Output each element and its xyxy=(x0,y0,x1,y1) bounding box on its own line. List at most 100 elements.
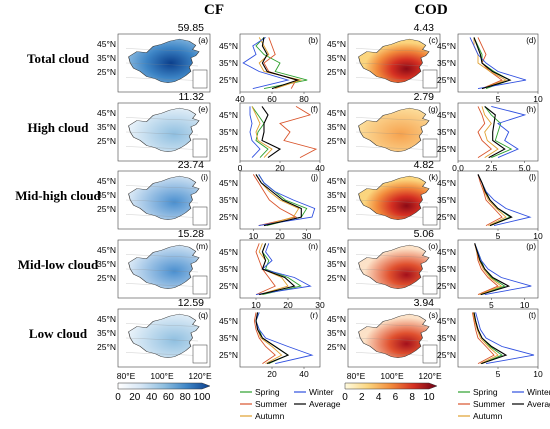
series-line-average xyxy=(255,312,290,365)
province-boundary xyxy=(355,254,429,258)
province-boundary xyxy=(355,323,429,327)
cf-colorbar: 0 20 40 60 80 100 xyxy=(115,382,211,403)
mean-value: 12.59 xyxy=(178,297,204,309)
row-4: Mid-low cloud 45°N 35°N 25°N (m) 15.28 45°N 35°… xyxy=(18,228,539,310)
colorbar-tick-label: 8 xyxy=(409,392,415,403)
mean-value: 59.85 xyxy=(178,22,204,34)
colorbar-tick-label: 2 xyxy=(359,392,365,403)
legend-label-autumn: Autumn xyxy=(473,411,503,421)
colorbar-tick-label: 4 xyxy=(376,392,382,403)
inset-box xyxy=(422,275,438,295)
lat-tick-label: 45°N xyxy=(97,39,116,49)
series-line-spring xyxy=(484,106,513,159)
series-line-average xyxy=(259,243,296,296)
province-boundary xyxy=(125,268,199,273)
lat-tick-label: 35°N xyxy=(327,259,346,269)
lat-tick-label: 45°N xyxy=(97,176,116,186)
series-line-average xyxy=(261,106,282,159)
series-line-summer xyxy=(279,106,318,158)
china-map-shape xyxy=(128,175,200,220)
x-tick-label: 5 xyxy=(496,231,501,241)
lat-tick-label: 25°N xyxy=(327,67,346,77)
lat-tick-label: 45°N xyxy=(219,316,238,326)
panel-letter: (g) xyxy=(428,105,438,114)
panel-letter: (h) xyxy=(526,105,536,114)
province-boundary xyxy=(355,62,429,67)
lat-tick-label: 45°N xyxy=(437,178,456,188)
province-boundary xyxy=(125,146,199,150)
province-boundary xyxy=(355,283,429,287)
x-tick-label: 0 xyxy=(238,163,243,173)
x-tick-label: 20 xyxy=(275,163,285,173)
province-boundary xyxy=(125,48,199,52)
lat-tick-label: 25°N xyxy=(97,342,116,352)
series-line-summer xyxy=(471,312,495,364)
series-line-winter xyxy=(475,312,535,365)
lat-tick-label: 25°N xyxy=(219,75,238,85)
mean-value: 23.74 xyxy=(178,159,204,171)
panel-grid: Total cloud 45°N 35°N 25°N (a) 59.85 45°N 35°N 2… xyxy=(15,22,543,381)
x-tick-label: 20 xyxy=(267,369,277,379)
lat-tick-label: 35°N xyxy=(219,333,238,343)
panel-letter: (o) xyxy=(428,242,438,251)
lat-tick-label: 45°N xyxy=(219,247,238,257)
series-line-average xyxy=(255,174,302,227)
series-line-average xyxy=(477,174,513,227)
legend: Spring Winter Summer Average Autumn Spring Win… xyxy=(240,387,550,421)
lat-tick-label: 35°N xyxy=(219,195,238,205)
mean-value: 4.82 xyxy=(414,159,435,171)
mean-value: 4.43 xyxy=(414,22,435,34)
inset-box xyxy=(192,69,208,89)
legend-label-winter: Winter xyxy=(527,387,550,397)
colorbar-tick-label: 100 xyxy=(194,392,211,403)
panel-letter: (c) xyxy=(429,36,439,45)
series-line-spring xyxy=(255,37,308,90)
panel-letter: (t) xyxy=(528,311,536,320)
series-line-average xyxy=(261,37,300,90)
series-line-spring xyxy=(251,106,269,158)
lat-tick-label: 45°N xyxy=(437,41,456,51)
profile-frame xyxy=(239,308,321,368)
lon-tick-label: 120°E xyxy=(418,371,442,381)
province-boundary xyxy=(125,62,199,67)
panel-letter: (l) xyxy=(529,173,536,182)
china-map-shape xyxy=(128,313,200,358)
x-tick-label: 10 xyxy=(533,231,543,241)
lat-tick-label: 25°N xyxy=(437,350,456,360)
province-boundary xyxy=(355,77,429,81)
legend-label-winter: Winter xyxy=(309,387,334,397)
series-line-winter xyxy=(474,243,532,296)
x-tick-label: 10 xyxy=(251,300,261,310)
legend-label-summer: Summer xyxy=(473,399,505,409)
province-boundary xyxy=(355,214,429,218)
lat-tick-label: 35°N xyxy=(437,333,456,343)
lat-tick-label: 45°N xyxy=(97,314,116,324)
lat-tick-label: 45°N xyxy=(219,41,238,51)
legend-block: Spring Winter Summer Average Autumn xyxy=(458,387,550,421)
province-boundary xyxy=(355,199,429,204)
x-tick-label: 60 xyxy=(267,94,277,104)
mean-value: 11.32 xyxy=(179,91,205,103)
lat-tick-label: 35°N xyxy=(97,328,116,338)
series-line-summer xyxy=(252,174,298,227)
china-map-shape xyxy=(358,38,430,83)
row-3: Mid-high cloud 45°N 35°N 25°N (i) 23.74 45°N 35… xyxy=(15,159,543,241)
lat-tick-label: 35°N xyxy=(327,122,346,132)
row-label: Mid-high cloud xyxy=(15,188,101,203)
colorbar-tick-label: 0 xyxy=(115,392,121,403)
x-tick-label: 10 xyxy=(533,94,543,104)
panel-letter: (e) xyxy=(198,105,208,114)
lat-tick-label: 25°N xyxy=(97,67,116,77)
province-boundary xyxy=(125,323,199,327)
lat-tick-label: 35°N xyxy=(327,190,346,200)
inset-box xyxy=(422,344,438,364)
x-tick-label: 10 xyxy=(249,231,259,241)
x-tick-label: 80 xyxy=(299,94,309,104)
panel-letter: (j) xyxy=(311,173,318,182)
series-line-summer xyxy=(477,174,503,226)
legend-label-average: Average xyxy=(527,399,550,409)
lat-tick-label: 25°N xyxy=(327,204,346,214)
series-line-autumn xyxy=(472,312,499,365)
series-line-winter xyxy=(491,105,527,159)
panel-letter: (d) xyxy=(526,36,536,45)
